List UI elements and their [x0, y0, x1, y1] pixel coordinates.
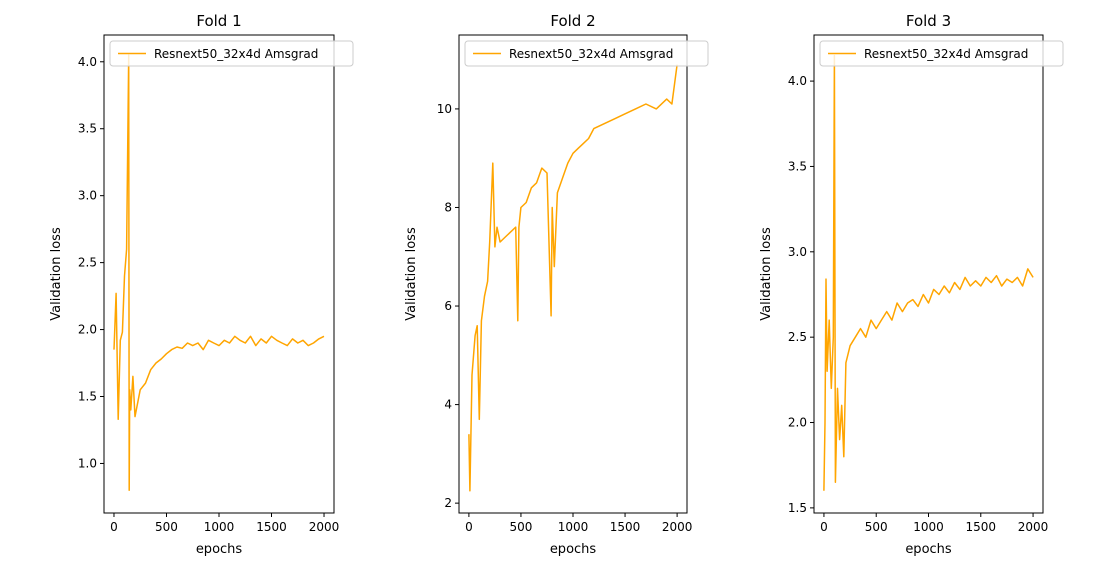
series-line — [113, 54, 325, 491]
legend: Resnext50_32x4d Amsgrad — [819, 40, 1064, 67]
chart-panel-2: Fold 2 0 500 1000 1500 2000 2 4 6 8 10 epochs Valida… — [404, 12, 709, 557]
y-tick-label: 3.5 — [788, 159, 807, 173]
x-tick-label: 2000 — [662, 520, 693, 534]
legend-label: Resnext50_32x4d Amsgrad — [154, 47, 318, 61]
y-axis-label: Validation loss — [759, 227, 774, 321]
x-axis-label: epochs — [905, 542, 952, 557]
y-tick-label: 2.0 — [78, 323, 97, 337]
y-tick-label: 2.5 — [788, 330, 807, 344]
y-tick-label: 6 — [444, 299, 452, 313]
x-tick-label: 500 — [155, 520, 178, 534]
series-line — [823, 54, 1034, 491]
x-tick-label: 2000 — [1018, 520, 1049, 534]
series-line — [468, 64, 678, 492]
chart-panel-3: Fold 3 0 500 1000 1500 2000 1.5 2.0 2.5 3.0 3.5 4.0… — [759, 12, 1064, 557]
legend: Resnext50_32x4d Amsgrad — [464, 40, 709, 67]
y-tick-label: 4.0 — [788, 74, 807, 88]
x-axis-label: epochs — [196, 542, 243, 557]
legend-label: Resnext50_32x4d Amsgrad — [509, 47, 673, 61]
legend: Resnext50_32x4d Amsgrad — [109, 40, 354, 67]
y-axis-label: Validation loss — [49, 227, 64, 321]
y-tick-label: 1.5 — [788, 501, 807, 515]
legend-label: Resnext50_32x4d Amsgrad — [864, 47, 1028, 61]
x-tick-label: 0 — [110, 520, 118, 534]
x-tick-label: 1000 — [558, 520, 589, 534]
y-tick-label: 2 — [444, 496, 452, 510]
y-tick-label: 3.0 — [78, 189, 97, 203]
y-tick-label: 8 — [444, 200, 452, 214]
y-tick-label: 4 — [444, 398, 452, 412]
legend-frame — [819, 40, 1064, 67]
x-tick-label: 1500 — [610, 520, 641, 534]
chart-panel-1: Fold 1 0 500 1000 1500 2000 1.0 1.5 2.0 2.5 3.0 3.5… — [49, 12, 354, 557]
chart-title: Fold 2 — [550, 12, 595, 30]
y-axis-label: Validation loss — [404, 227, 419, 321]
x-axis-label: epochs — [550, 542, 597, 557]
y-tick-label: 3.5 — [78, 122, 97, 136]
x-tick-label: 1500 — [256, 520, 287, 534]
chart-title: Fold 3 — [906, 12, 951, 30]
x-tick-label: 1500 — [966, 520, 997, 534]
x-tick-label: 1000 — [204, 520, 235, 534]
y-tick-label: 10 — [437, 102, 452, 116]
chart-title: Fold 1 — [196, 12, 241, 30]
x-tick-label: 500 — [509, 520, 532, 534]
y-tick-label: 2.0 — [788, 416, 807, 430]
y-tick-label: 1.0 — [78, 456, 97, 470]
x-tick-label: 1000 — [913, 520, 944, 534]
y-tick-label: 2.5 — [78, 256, 97, 270]
legend-frame — [464, 40, 709, 67]
y-tick-label: 1.5 — [78, 390, 97, 404]
y-tick-label: 4.0 — [78, 55, 97, 69]
x-tick-label: 0 — [820, 520, 828, 534]
x-tick-label: 0 — [465, 520, 473, 534]
legend-frame — [109, 40, 354, 67]
x-tick-label: 500 — [865, 520, 888, 534]
y-tick-label: 3.0 — [788, 245, 807, 259]
x-tick-label: 2000 — [309, 520, 340, 534]
